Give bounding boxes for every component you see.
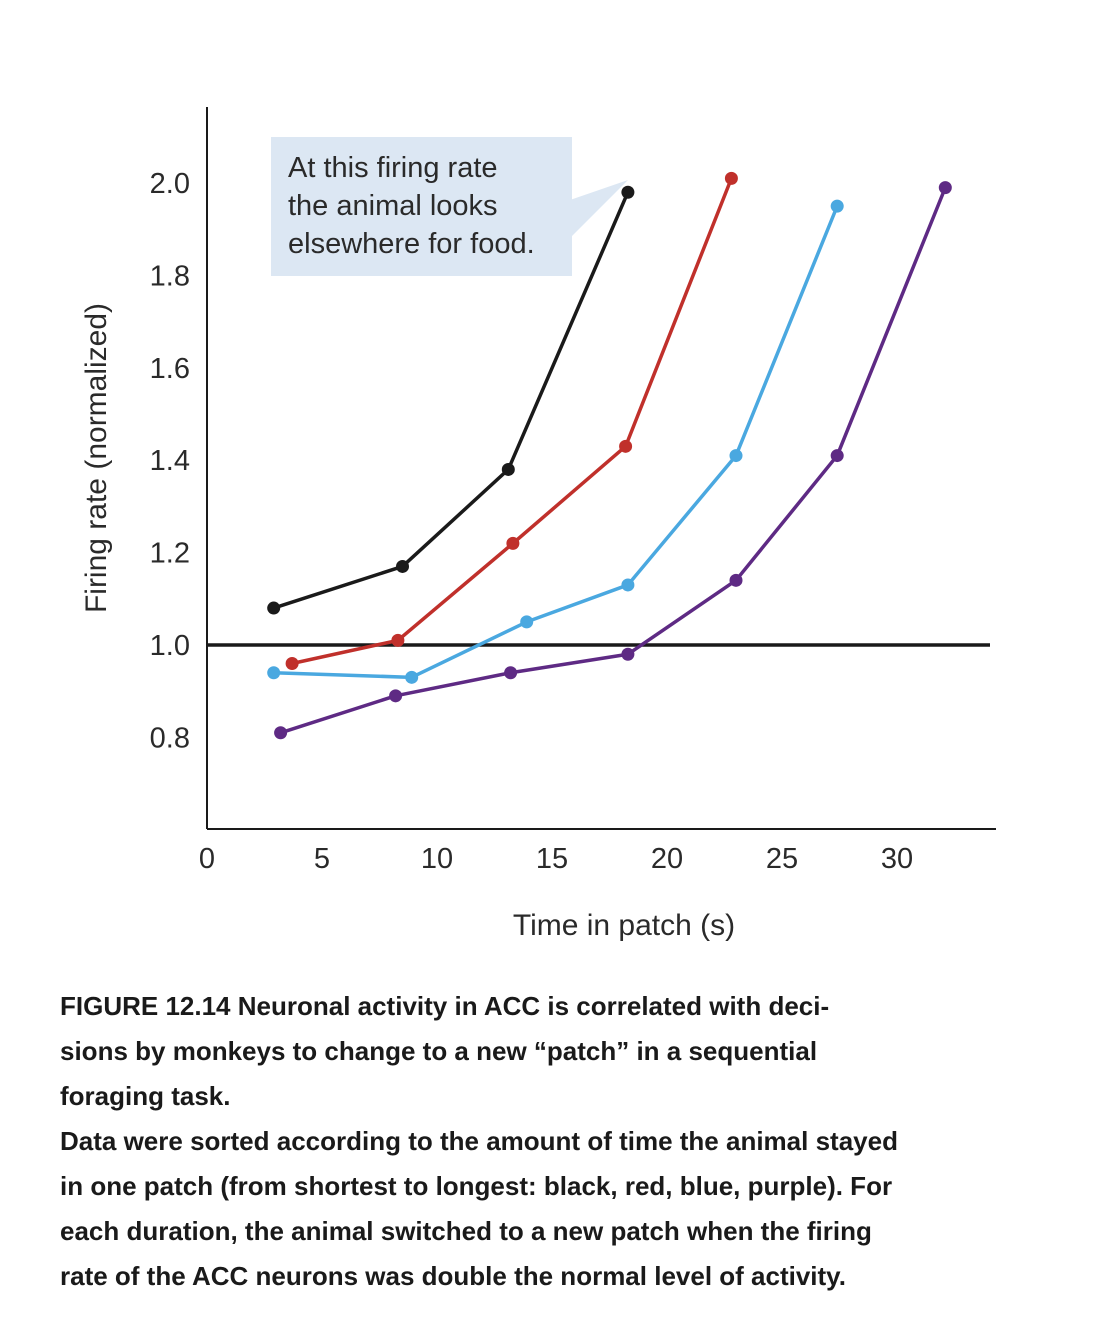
callout-pointer bbox=[570, 180, 628, 238]
series-black bbox=[267, 185, 635, 615]
data-point-blue bbox=[267, 666, 281, 680]
data-point-blue bbox=[729, 449, 743, 463]
data-point-black bbox=[501, 462, 515, 476]
series-line-blue bbox=[273, 205, 839, 680]
data-point-blue bbox=[520, 615, 534, 629]
caption-body-line-2: in one patch (from shortest to longest: … bbox=[60, 1171, 893, 1201]
series-blue bbox=[267, 199, 844, 684]
x-axis-title: Time in patch (s) bbox=[513, 909, 735, 942]
annotation-callout: At this firing rate the animal looks els… bbox=[271, 137, 628, 276]
x-tick-label: 5 bbox=[314, 843, 330, 875]
data-point-purple bbox=[830, 449, 844, 463]
caption-title-line-3: foraging task. bbox=[60, 1081, 231, 1111]
series-line-black bbox=[273, 191, 630, 610]
data-point-blue bbox=[621, 578, 635, 592]
data-point-purple bbox=[621, 647, 635, 661]
series-purple bbox=[274, 181, 952, 740]
data-point-blue bbox=[830, 199, 844, 213]
data-point-red bbox=[506, 536, 520, 550]
y-axis-title: Firing rate (normalized) bbox=[80, 303, 113, 613]
chart: 0 5 10 15 20 25 30 0.8 1.0 1.2 1.4 1.6 1.8 2.0 At thi… bbox=[80, 107, 996, 942]
x-tick-label: 20 bbox=[651, 843, 683, 875]
data-point-black bbox=[396, 559, 409, 573]
data-point-red bbox=[391, 633, 405, 647]
y-tick-label: 1.2 bbox=[150, 538, 190, 570]
callout-line-3: elsewhere for food. bbox=[288, 228, 535, 260]
x-tick-label: 25 bbox=[766, 843, 798, 875]
figure-caption: FIGURE 12.14 Neuronal activity in ACC is… bbox=[60, 984, 1060, 1299]
series-red bbox=[285, 171, 738, 670]
axis-labels: Time in patch (s) Firing rate (normalize… bbox=[80, 303, 735, 942]
y-tick-label: 1.6 bbox=[150, 353, 190, 385]
data-point-purple bbox=[938, 181, 952, 195]
caption-body-line-4: rate of the ACC neurons was double the n… bbox=[60, 1261, 846, 1291]
data-point-purple bbox=[504, 666, 518, 680]
x-tick-label: 10 bbox=[421, 843, 453, 875]
caption-title-line-1: FIGURE 12.14 Neuronal activity in ACC is… bbox=[60, 991, 830, 1021]
x-tick-label: 15 bbox=[536, 843, 568, 875]
caption-body-line-3: each duration, the animal switched to a … bbox=[60, 1216, 872, 1246]
caption-body: Data were sorted according to the amount… bbox=[60, 1119, 1060, 1299]
callout-line-2: the animal looks bbox=[288, 190, 498, 222]
callout-box bbox=[271, 137, 572, 276]
axes: 0 5 10 15 20 25 30 0.8 1.0 1.2 1.4 1.6 1.8 2.0 bbox=[150, 107, 996, 875]
series-group bbox=[267, 171, 952, 740]
data-point-blue bbox=[405, 670, 419, 684]
data-point-black bbox=[267, 601, 281, 615]
data-point-red bbox=[724, 171, 738, 185]
data-point-black bbox=[621, 185, 635, 199]
data-point-red bbox=[285, 656, 299, 670]
y-tick-label: 1.8 bbox=[150, 260, 190, 292]
y-tick-label: 0.8 bbox=[150, 722, 190, 754]
y-tick-label: 2.0 bbox=[150, 168, 190, 200]
x-tick-label: 30 bbox=[881, 843, 913, 875]
data-point-purple bbox=[389, 689, 403, 703]
y-tick-label: 1.4 bbox=[150, 445, 190, 477]
data-point-purple bbox=[274, 726, 288, 740]
data-point-purple bbox=[729, 573, 743, 587]
y-tick-label: 1.0 bbox=[150, 630, 190, 662]
data-point-red bbox=[619, 439, 633, 453]
caption-title-line-2: sions by monkeys to change to a new “pat… bbox=[60, 1036, 818, 1066]
callout-line-1: At this firing rate bbox=[288, 152, 498, 184]
caption-title: FIGURE 12.14 Neuronal activity in ACC is… bbox=[60, 984, 1060, 1119]
caption-body-line-1: Data were sorted according to the amount… bbox=[60, 1126, 898, 1156]
x-tick-label: 0 bbox=[199, 843, 215, 875]
